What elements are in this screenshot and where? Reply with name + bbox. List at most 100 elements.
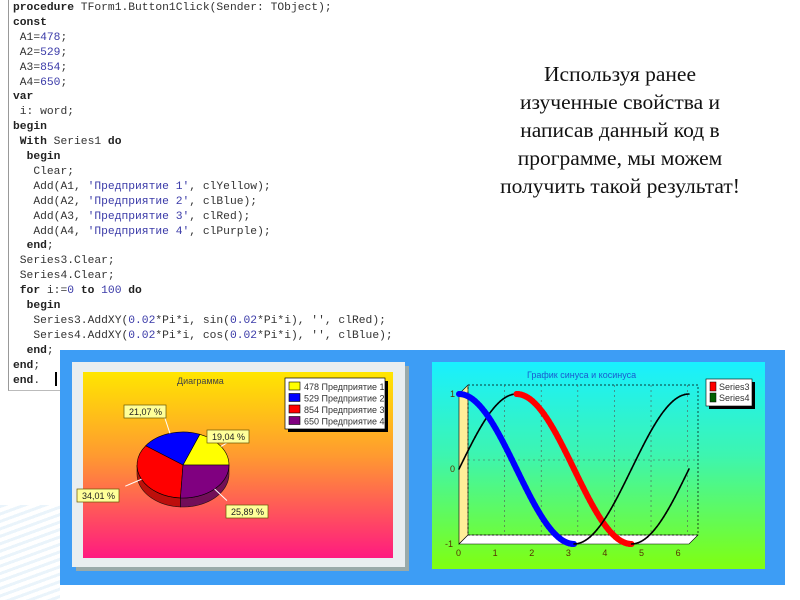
series-segment	[458, 463, 463, 470]
series-segment	[469, 440, 474, 447]
series-segment	[633, 458, 637, 466]
code-line: Clear;	[13, 165, 75, 178]
series-segment	[679, 482, 683, 489]
code-line: end;	[26, 240, 54, 253]
code-line: Series4.AddXY(0.02*Pi*i, cos(0.02*Pi*i),…	[13, 329, 393, 342]
legend-item: 650 Предприятие 4	[304, 417, 385, 427]
series-segment	[621, 482, 626, 489]
caption-line: программе, мы можем	[517, 146, 723, 170]
code-line: begin	[26, 300, 61, 312]
code-line: Add(A1, 'Предприятие 1', clYellow);	[13, 180, 271, 193]
data-label-box	[225, 504, 269, 519]
code-line: A2=529;	[13, 46, 68, 59]
data-label-box	[123, 404, 167, 419]
legend-box	[284, 377, 386, 430]
pie-slice	[180, 464, 230, 499]
series-segment	[619, 486, 624, 493]
legend-swatch	[288, 381, 301, 391]
series-segment	[614, 495, 619, 502]
code-line: Series4.Clear;	[13, 270, 115, 283]
series-segment	[674, 491, 679, 498]
code-line: for i:=0 to 100 do	[19, 285, 142, 298]
code-line: begin	[13, 121, 47, 134]
y-tick-label: -1	[445, 539, 453, 549]
data-label-leader	[125, 478, 142, 487]
code-line: Series3.Clear;	[13, 255, 115, 268]
series-segment	[623, 477, 628, 484]
pie-slice	[145, 431, 201, 466]
code-line: Add(A2, 'Предприятие 2', clBlue);	[13, 195, 258, 208]
pie-title: Диаграмма	[177, 376, 224, 386]
line-chart-panel: График синуса и косинуса 0 1 2 3 4 5 6 -1 0 1 Serie…	[432, 362, 765, 569]
data-label: 19,04 %	[212, 432, 245, 442]
data-label-box	[76, 488, 120, 503]
series-segment	[626, 472, 630, 480]
pie-chart-panel: Диаграмма 19,04 % 21,07 % 34,01 % 25,89 % 478…	[72, 362, 405, 567]
legend-item: Series4	[719, 393, 750, 403]
x-tick-label: 4	[602, 548, 607, 558]
code-line: end.	[13, 374, 41, 387]
line-chart-title: График синуса и косинуса	[527, 370, 636, 380]
data-label: 21,07 %	[129, 407, 162, 417]
data-label: 25,89 %	[231, 507, 264, 517]
series-segment	[616, 491, 621, 498]
code-line: Add(A4, 'Предприятие 4', clPurple);	[13, 225, 271, 238]
caption-line: Используя ранее	[544, 62, 696, 86]
legend-swatch	[288, 404, 301, 414]
code-line: With Series1 do	[19, 136, 122, 149]
series-segment	[683, 472, 688, 480]
x-tick-label: 1	[493, 548, 498, 558]
series-segment	[642, 440, 647, 447]
x-tick-label: 5	[639, 548, 644, 558]
x-tick-label: 2	[529, 548, 534, 558]
series-segment	[460, 458, 465, 466]
pie-slice	[182, 433, 230, 466]
code-line: end;	[26, 344, 54, 357]
series-segment	[467, 445, 472, 452]
data-label: 34,01 %	[82, 491, 115, 501]
code-line: var	[13, 91, 34, 104]
legend-swatch	[288, 416, 301, 425]
legend-item: 529 Предприятие 2	[304, 394, 385, 404]
x-tick-label: 3	[566, 548, 571, 558]
legend-swatch	[709, 381, 717, 392]
legend-item: Series3	[719, 382, 750, 392]
decorative-stripes	[0, 505, 60, 600]
pie-chart: Диаграмма 19,04 % 21,07 % 34,01 % 25,89 % 478…	[76, 376, 388, 519]
data-label-box	[206, 429, 250, 444]
series-segment	[635, 454, 640, 461]
y-tick-label: 1	[450, 389, 455, 399]
legend-swatch	[288, 393, 301, 402]
code-line: begin	[26, 151, 61, 163]
code-line: const	[13, 16, 47, 29]
series-segment	[462, 454, 467, 461]
code-line: procedure TForm1.Button1Click(Sender: TO…	[13, 2, 332, 14]
series-segment	[685, 468, 690, 475]
series-segment	[676, 486, 681, 493]
caption-line: получить такой результат!	[500, 174, 740, 198]
x-tick-label: 6	[676, 548, 681, 558]
series-segment	[630, 463, 635, 470]
text-cursor	[55, 372, 57, 386]
caption-line: изученные свойства и	[519, 90, 721, 114]
series-segment	[639, 445, 644, 452]
series-segment	[681, 477, 686, 484]
code-line: end;	[13, 359, 41, 372]
code-line: A1=478;	[13, 31, 68, 44]
series-segment	[644, 436, 649, 443]
data-label-leader	[214, 488, 228, 501]
series-segment	[637, 449, 642, 456]
series-segment	[471, 436, 476, 443]
legend-item: 854 Предприятие 3	[304, 405, 385, 415]
code-line: A4=650;	[13, 76, 68, 89]
data-label-leader	[164, 417, 171, 434]
code-line: A3=854;	[13, 61, 68, 74]
series-segment	[465, 449, 470, 456]
legend-item: 478 Предприятие 1	[304, 382, 385, 392]
caption-line: написав данный код в	[520, 118, 720, 142]
y-tick-label: 0	[450, 464, 455, 474]
legend-swatch	[709, 392, 717, 403]
code-line: Add(A3, 'Предприятие 3', clRed);	[13, 210, 251, 223]
series-segment	[672, 495, 676, 502]
